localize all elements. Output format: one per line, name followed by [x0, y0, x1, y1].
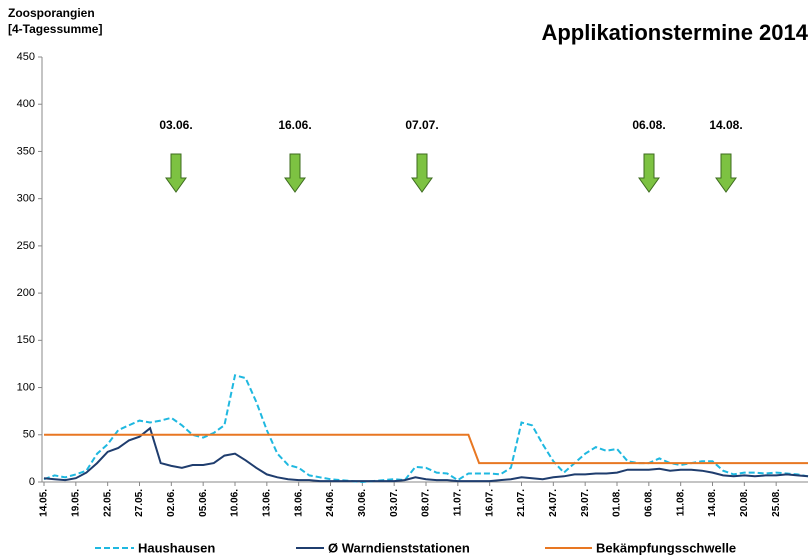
x-tick-label: 25.08.: [771, 489, 782, 517]
x-tick-label: 20.08.: [739, 489, 750, 517]
y-tick-label: 400: [17, 98, 35, 110]
series-line: [43, 374, 809, 484]
annotation-arrow: [165, 153, 187, 193]
x-tick-label: 14.08.: [707, 489, 718, 517]
annotation: 14.08.: [709, 118, 742, 132]
series-line: [43, 426, 809, 483]
y-axis-label: Zoosporangien: [8, 6, 95, 20]
legend-label: Bekämpfungsschwelle: [596, 540, 736, 555]
chart-title: Applikationstermine 2014: [541, 20, 808, 45]
y-axis-label: [4-Tagessumme]: [8, 22, 102, 36]
y-tick-label: 450: [17, 51, 35, 63]
x-tick-label: 29.07.: [580, 489, 591, 517]
x-tick-label: 02.06.: [166, 489, 177, 517]
x-tick-label: 19.05.: [70, 489, 81, 517]
annotation: 06.08.: [632, 118, 665, 132]
x-tick-label: 01.08.: [612, 489, 623, 517]
x-tick-label: 08.07.: [421, 489, 432, 517]
x-tick-label: 06.08.: [643, 489, 654, 517]
x-tick-label: 05.06.: [198, 489, 209, 517]
y-tick-label: 350: [17, 145, 35, 157]
y-tick-label: 50: [23, 429, 35, 441]
x-tick-label: 03.07.: [389, 489, 400, 517]
y-tick-label: 300: [17, 193, 35, 205]
x-tick-label: 22.05.: [102, 489, 113, 517]
y-tick-label: 100: [17, 381, 35, 393]
x-tick-label: 24.06.: [325, 489, 336, 517]
x-tick-label: 24.07.: [548, 489, 559, 517]
legend-label: Ø Warndienststationen: [328, 540, 470, 555]
y-tick-label: 150: [17, 334, 35, 346]
y-tick-label: 200: [17, 287, 35, 299]
series-line: [44, 433, 808, 465]
annotation: 03.06.: [159, 118, 192, 132]
annotation: 16.06.: [278, 118, 311, 132]
x-tick-label: 30.06.: [357, 489, 368, 517]
x-tick-label: 21.07.: [516, 489, 527, 517]
annotation: 07.07.: [405, 118, 438, 132]
annotation-arrow: [638, 153, 660, 193]
annotation-arrow: [715, 153, 737, 193]
x-tick-label: 18.06.: [293, 489, 304, 517]
x-tick-label: 11.08.: [675, 489, 686, 516]
y-tick-label: 0: [29, 476, 35, 488]
y-tick-label: 250: [17, 240, 35, 252]
x-tick-label: 11.07.: [452, 489, 463, 516]
x-tick-label: 13.06.: [261, 489, 272, 517]
x-tick-label: 14.05.: [39, 489, 50, 517]
x-tick-label: 10.06.: [230, 489, 241, 517]
annotation-arrow: [411, 153, 433, 193]
legend-label: Haushausen: [138, 540, 215, 555]
x-tick-label: 27.05.: [134, 489, 145, 517]
annotation-arrow: [284, 153, 306, 193]
x-tick-label: 16.07.: [484, 489, 495, 517]
